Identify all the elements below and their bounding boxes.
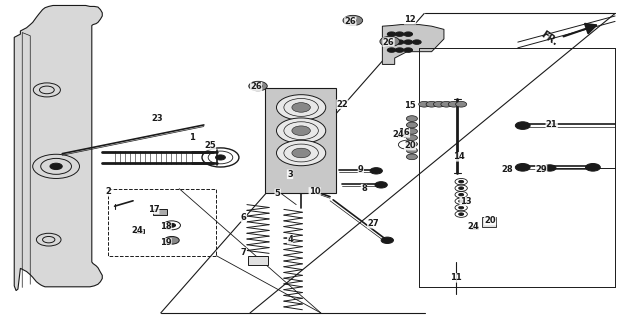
Circle shape — [395, 48, 404, 52]
Circle shape — [458, 180, 463, 183]
Circle shape — [395, 40, 404, 44]
Circle shape — [215, 155, 225, 160]
Bar — [482, 217, 495, 227]
Text: 16: 16 — [398, 128, 410, 137]
Bar — [109, 189, 216, 256]
Circle shape — [395, 32, 404, 36]
Circle shape — [407, 116, 418, 122]
Text: 10: 10 — [309, 188, 320, 196]
Circle shape — [254, 84, 262, 88]
Circle shape — [407, 135, 418, 140]
Circle shape — [387, 40, 396, 44]
Bar — [397, 133, 405, 137]
Circle shape — [419, 101, 430, 107]
Circle shape — [458, 206, 463, 209]
Circle shape — [426, 101, 437, 107]
Text: 12: 12 — [404, 15, 416, 24]
Circle shape — [292, 103, 310, 112]
Text: 8: 8 — [361, 184, 366, 193]
Circle shape — [380, 36, 400, 47]
Text: 7: 7 — [241, 248, 247, 257]
Circle shape — [515, 164, 530, 171]
Circle shape — [586, 164, 600, 171]
Text: 24: 24 — [131, 226, 143, 235]
Circle shape — [375, 182, 387, 188]
Text: 6: 6 — [241, 213, 247, 222]
Bar — [470, 226, 478, 229]
Circle shape — [292, 148, 310, 158]
Text: 24: 24 — [467, 222, 479, 231]
Polygon shape — [14, 5, 102, 291]
Circle shape — [441, 101, 452, 107]
Text: 21: 21 — [546, 120, 558, 130]
Circle shape — [407, 128, 418, 134]
Text: 20: 20 — [484, 216, 496, 225]
Circle shape — [349, 19, 357, 22]
Text: 28: 28 — [501, 165, 513, 174]
Circle shape — [381, 237, 394, 244]
Circle shape — [458, 193, 463, 196]
Bar — [265, 88, 336, 194]
Text: 26: 26 — [344, 17, 356, 26]
Text: 13: 13 — [460, 197, 471, 206]
Circle shape — [455, 101, 466, 107]
Text: 22: 22 — [336, 100, 348, 109]
Bar — [135, 229, 144, 233]
Circle shape — [458, 200, 463, 203]
Text: 17: 17 — [147, 205, 159, 214]
Circle shape — [249, 81, 267, 91]
Text: 24: 24 — [392, 130, 404, 139]
Text: 26: 26 — [383, 38, 394, 47]
Circle shape — [386, 40, 394, 44]
Circle shape — [407, 154, 418, 160]
Circle shape — [165, 236, 179, 244]
Circle shape — [387, 32, 396, 36]
Text: 11: 11 — [450, 273, 462, 282]
Text: 9: 9 — [358, 165, 363, 174]
Text: 23: 23 — [152, 114, 164, 123]
Text: 3: 3 — [287, 170, 293, 179]
Circle shape — [544, 165, 556, 171]
Text: 5: 5 — [275, 189, 281, 198]
Circle shape — [404, 48, 413, 52]
Circle shape — [458, 213, 463, 215]
Text: 1: 1 — [189, 133, 194, 142]
Circle shape — [343, 15, 363, 26]
Text: 18: 18 — [160, 222, 172, 231]
Circle shape — [292, 126, 310, 135]
Circle shape — [404, 32, 413, 36]
Circle shape — [407, 122, 418, 128]
Circle shape — [515, 122, 530, 129]
Text: 15: 15 — [404, 101, 416, 110]
Circle shape — [458, 187, 463, 189]
Circle shape — [276, 118, 326, 143]
Text: 20: 20 — [404, 141, 416, 150]
Circle shape — [407, 148, 418, 153]
Bar — [154, 209, 167, 215]
Circle shape — [370, 168, 383, 174]
Circle shape — [168, 223, 175, 227]
Circle shape — [434, 101, 445, 107]
Circle shape — [387, 48, 396, 52]
Text: 19: 19 — [160, 238, 172, 247]
Text: 29: 29 — [536, 165, 547, 174]
Circle shape — [448, 101, 459, 107]
Text: FR.: FR. — [539, 29, 560, 47]
Text: 25: 25 — [204, 141, 216, 150]
Text: 2: 2 — [106, 188, 111, 196]
Circle shape — [404, 40, 413, 44]
Text: 26: 26 — [251, 82, 262, 91]
Circle shape — [413, 40, 421, 44]
Polygon shape — [383, 25, 444, 64]
Text: 14: 14 — [453, 152, 465, 161]
Text: 4: 4 — [287, 235, 293, 244]
Circle shape — [276, 140, 326, 166]
Circle shape — [50, 163, 62, 170]
Bar — [248, 256, 268, 265]
Circle shape — [276, 95, 326, 120]
Circle shape — [407, 141, 418, 147]
Text: 27: 27 — [367, 219, 379, 228]
